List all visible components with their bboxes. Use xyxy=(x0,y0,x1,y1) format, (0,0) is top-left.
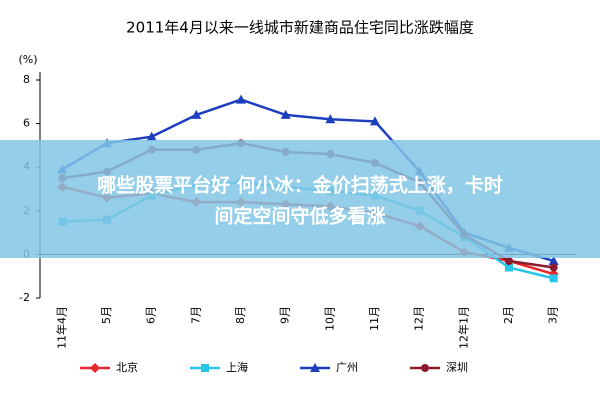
chart-title: 2011年4月以来一线城市新建商品住宅同比涨跌幅度 xyxy=(126,19,474,37)
x-tick-label: 3月 xyxy=(547,306,560,324)
legend-label: 北京 xyxy=(116,360,138,374)
marker xyxy=(549,263,558,272)
banner-background xyxy=(0,140,600,258)
x-tick-label: 6月 xyxy=(145,306,158,324)
banner-text: 间定空间守低多看涨 xyxy=(214,205,385,228)
x-tick-label: 10月 xyxy=(323,306,336,331)
x-tick-label: 8月 xyxy=(234,306,247,324)
x-tick-label: 5月 xyxy=(100,306,113,324)
x-tick-label: 9月 xyxy=(279,306,292,324)
marker xyxy=(146,131,157,141)
x-tick-label: 11年4月 xyxy=(54,306,68,349)
marker xyxy=(280,109,291,119)
legend-label: 上海 xyxy=(226,360,248,374)
marker xyxy=(325,114,336,124)
banner-text: 哪些股票平台好 何小冰：金价扫荡式上涨，卡时 xyxy=(97,174,503,197)
x-tick-label: 2月 xyxy=(502,306,515,324)
marker xyxy=(191,109,202,119)
y-tick-label: 6 xyxy=(23,117,30,130)
marker xyxy=(548,255,559,265)
marker xyxy=(505,256,513,265)
y-axis-label: (%) xyxy=(18,53,37,66)
y-tick-label: 8 xyxy=(23,73,30,86)
marker xyxy=(310,363,320,372)
x-tick-label: 7月 xyxy=(189,306,202,324)
marker xyxy=(421,364,429,372)
marker xyxy=(90,363,100,373)
marker xyxy=(201,364,209,372)
y-tick-label: -2 xyxy=(19,291,30,304)
x-tick-label: 12年1月 xyxy=(456,306,470,349)
x-tick-label: 11月 xyxy=(368,306,381,331)
marker xyxy=(505,263,513,272)
marker xyxy=(236,94,246,104)
x-tick-label: 12月 xyxy=(413,306,426,331)
marker xyxy=(549,274,558,283)
legend-label: 深圳 xyxy=(446,361,468,374)
legend-label: 广州 xyxy=(336,361,358,374)
marker xyxy=(370,116,380,126)
